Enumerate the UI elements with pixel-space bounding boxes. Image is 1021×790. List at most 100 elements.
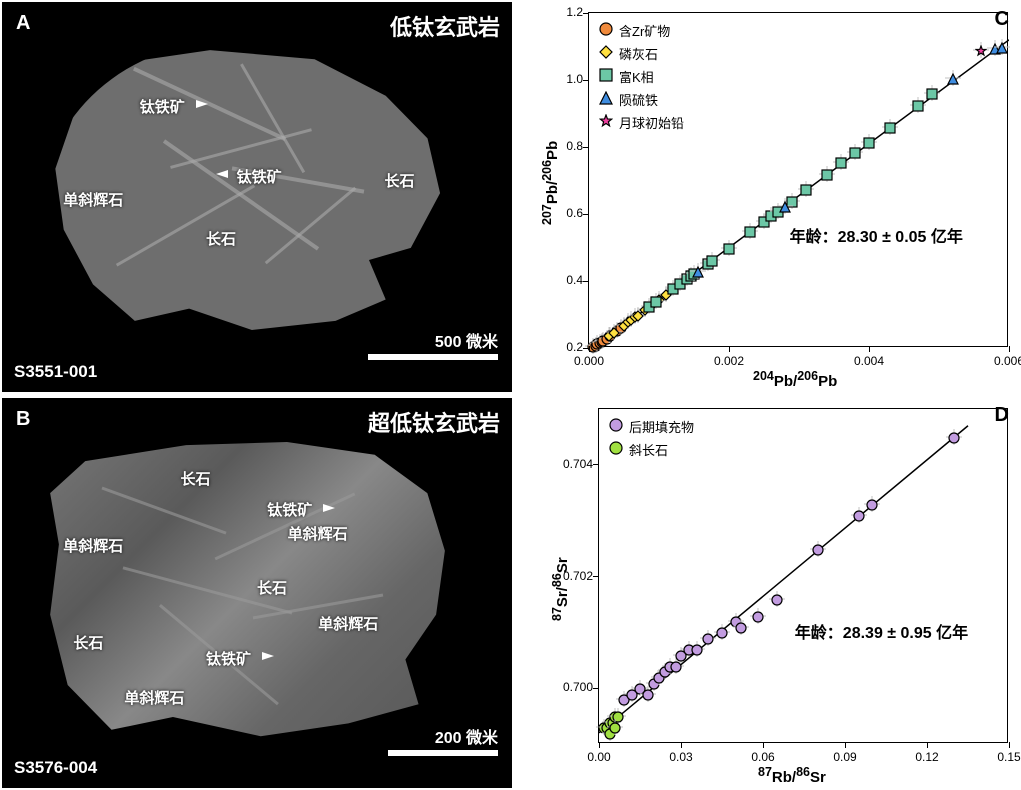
ytick-label: 0.700 <box>553 680 593 694</box>
legend-item: 富K相 <box>599 67 684 86</box>
data-point <box>735 621 747 639</box>
chart-d: 0.000.030.060.090.120.150.7000.7020.704后… <box>518 398 1021 788</box>
legend-item: 陨硫铁 <box>599 90 684 109</box>
data-point <box>692 265 704 283</box>
legend-label: 月球初始铅 <box>619 113 684 132</box>
data-point <box>884 121 896 139</box>
xtick-label: 0.09 <box>827 750 863 764</box>
data-point <box>926 87 938 105</box>
legend-marker <box>599 68 613 85</box>
figure-grid: A 低钛玄武岩 S3551-001 500 微米 钛铁矿单斜辉石钛铁矿长石长石 … <box>0 0 1021 790</box>
legend: 含Zr矿物磷灰石富K相陨硫铁月球初始铅 <box>599 21 684 136</box>
xtick-label: 0.006 <box>991 354 1021 368</box>
legend-label: 磷灰石 <box>619 44 658 63</box>
mineral-label: 长石 <box>206 228 236 249</box>
panel-letter-b: B <box>16 408 30 431</box>
mineral-label: 长石 <box>257 577 287 598</box>
data-point <box>849 146 861 164</box>
plot-area-c: 0.0000.0020.0040.0060.20.40.60.81.01.2含Z… <box>588 12 1008 347</box>
xtick-label: 0.004 <box>851 354 887 368</box>
panel-a-title: 低钛玄武岩 <box>390 10 500 42</box>
xtick-label: 0.03 <box>663 750 699 764</box>
ytick-label: 0.2 <box>543 340 583 354</box>
data-point <box>912 99 924 117</box>
data-point <box>812 543 824 561</box>
panel-letter-c: C <box>995 8 1009 31</box>
xtick-label: 0.06 <box>745 750 781 764</box>
rock-sample-b <box>33 429 472 749</box>
arrow-icon <box>323 504 335 512</box>
mineral-label: 单斜辉石 <box>124 687 184 708</box>
ytick-label: 1.0 <box>543 72 583 86</box>
xtick-label: 0.002 <box>711 354 747 368</box>
mineral-label: 钛铁矿 <box>140 96 185 117</box>
panel-c: 0.0000.0020.0040.0060.20.40.60.81.01.2含Z… <box>518 2 1021 392</box>
legend-marker <box>609 441 623 458</box>
data-point <box>706 254 718 272</box>
data-point <box>853 509 865 527</box>
data-point <box>744 225 756 243</box>
panel-b-sample-id: S3576-004 <box>14 758 97 778</box>
xtick-label: 0.15 <box>991 750 1021 764</box>
legend-marker <box>609 418 623 435</box>
ylabel-c: 207Pb/206Pb <box>540 140 561 224</box>
xlabel-c: 204Pb/206Pb <box>753 369 837 390</box>
legend-label: 陨硫铁 <box>619 90 658 109</box>
legend-label: 斜长石 <box>629 440 668 459</box>
legend: 后期填充物斜长石 <box>609 417 694 463</box>
xtick-label: 0.000 <box>571 354 607 368</box>
data-point <box>650 295 662 313</box>
legend-label: 含Zr矿物 <box>619 21 670 40</box>
mineral-label: 单斜辉石 <box>63 535 123 556</box>
legend-label: 富K相 <box>619 67 654 86</box>
data-point <box>723 242 735 260</box>
data-point <box>996 41 1008 59</box>
legend-item: 磷灰石 <box>599 44 684 63</box>
panel-a: A 低钛玄武岩 S3551-001 500 微米 钛铁矿单斜辉石钛铁矿长石长石 <box>2 2 512 392</box>
mineral-label: 单斜辉石 <box>288 523 348 544</box>
data-point <box>609 721 621 739</box>
data-point <box>947 72 959 90</box>
legend-marker <box>599 114 613 131</box>
data-point <box>800 183 812 201</box>
legend-item: 斜长石 <box>609 440 694 459</box>
panel-b: B 超低钛玄武岩 S3576-004 200 微米 长石单斜辉石钛铁矿单斜辉石长… <box>2 398 512 788</box>
legend-item: 月球初始铅 <box>599 113 684 132</box>
data-point <box>863 136 875 154</box>
annotation-d: 年龄：28.39 ± 0.95 亿年 <box>795 619 968 643</box>
legend-marker <box>599 91 613 108</box>
ylabel-d: 87Sr/86Sr <box>550 557 571 621</box>
legend-marker <box>599 45 613 62</box>
mineral-label: 钛铁矿 <box>206 648 251 669</box>
xtick-label: 0.12 <box>909 750 945 764</box>
scalebar-b <box>388 750 498 756</box>
legend-item: 含Zr矿物 <box>599 21 684 40</box>
xlabel-d: 87Rb/86Sr <box>758 765 826 786</box>
mineral-label: 长石 <box>73 632 103 653</box>
mineral-label: 单斜辉石 <box>63 189 123 210</box>
plot-area-d: 0.000.030.060.090.120.150.7000.7020.704后… <box>598 408 1008 743</box>
mineral-label: 钛铁矿 <box>267 499 312 520</box>
data-point <box>975 44 987 62</box>
mineral-label: 长石 <box>385 170 415 191</box>
panel-letter-d: D <box>995 404 1009 427</box>
data-point <box>779 200 791 218</box>
micrograph-b: B 超低钛玄武岩 S3576-004 200 微米 长石单斜辉石钛铁矿单斜辉石长… <box>2 398 512 788</box>
arrow-icon <box>196 100 208 108</box>
ytick-label: 0.4 <box>543 273 583 287</box>
ytick-label: 1.2 <box>543 5 583 19</box>
micrograph-a: A 低钛玄武岩 S3551-001 500 微米 钛铁矿单斜辉石钛铁矿长石长石 <box>2 2 512 392</box>
mineral-label: 单斜辉石 <box>318 613 378 634</box>
legend-item: 后期填充物 <box>609 417 694 436</box>
data-point <box>948 431 960 449</box>
data-point <box>821 168 833 186</box>
legend-label: 后期填充物 <box>629 417 694 436</box>
mineral-label: 钛铁矿 <box>237 166 282 187</box>
arrow-icon <box>216 170 228 178</box>
ytick-label: 0.704 <box>553 457 593 471</box>
annotation-c: 年龄：28.30 ± 0.05 亿年 <box>790 223 963 247</box>
panel-b-title: 超低钛玄武岩 <box>368 406 500 438</box>
panel-d: 0.000.030.060.090.120.150.7000.7020.704后… <box>518 398 1021 788</box>
legend-marker <box>599 22 613 39</box>
mineral-label: 长石 <box>181 468 211 489</box>
